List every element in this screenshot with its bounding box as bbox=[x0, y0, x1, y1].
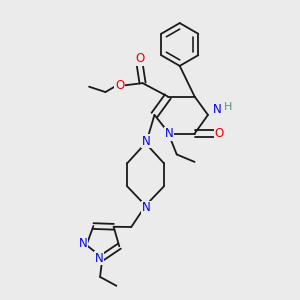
Text: O: O bbox=[135, 52, 144, 65]
Text: N: N bbox=[165, 127, 174, 140]
Text: O: O bbox=[115, 79, 124, 92]
Text: N: N bbox=[142, 135, 150, 148]
Text: N: N bbox=[142, 201, 150, 214]
Text: N: N bbox=[79, 237, 88, 250]
Text: O: O bbox=[214, 127, 224, 140]
Text: N: N bbox=[165, 127, 174, 140]
Text: N: N bbox=[212, 103, 221, 116]
Text: H: H bbox=[224, 102, 232, 112]
Text: N: N bbox=[95, 252, 104, 265]
